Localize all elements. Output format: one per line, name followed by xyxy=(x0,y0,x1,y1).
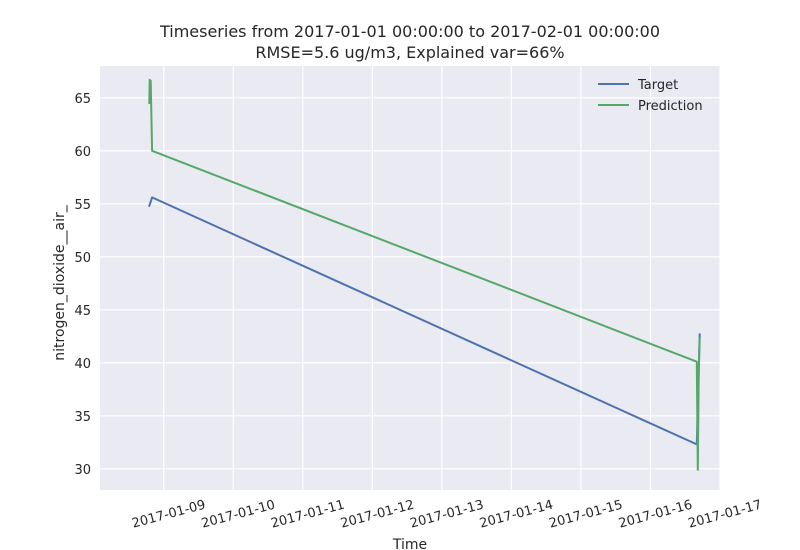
legend-label-target: Target xyxy=(637,78,678,93)
x-tick-label: 2017-01-09 xyxy=(130,498,207,532)
x-tick-label: 2017-01-12 xyxy=(339,498,416,532)
legend-label-prediction: Prediction xyxy=(638,99,703,114)
y-tick-label: 40 xyxy=(74,357,91,372)
x-tick-label: 2017-01-10 xyxy=(200,498,277,532)
x-tick-label: 2017-01-13 xyxy=(409,498,486,532)
y-tick-label: 60 xyxy=(74,145,91,160)
y-tick-label: 50 xyxy=(74,251,91,266)
series-line-prediction xyxy=(148,78,701,471)
chart-subtitle: RMSE=5.6 ug/m3, Explained var=66% xyxy=(255,43,564,62)
grid xyxy=(100,66,721,490)
y-tick-label: 55 xyxy=(74,198,91,213)
series-lines xyxy=(148,78,701,471)
x-axis-label: Time xyxy=(392,537,427,550)
x-tick-label: 2017-01-17 xyxy=(687,498,764,532)
y-tick-label: 65 xyxy=(74,92,91,107)
x-tick-label: 2017-01-16 xyxy=(617,498,694,532)
legend: Target Prediction xyxy=(598,78,703,114)
y-tick-label: 30 xyxy=(74,463,91,478)
x-tick-label: 2017-01-14 xyxy=(478,498,555,532)
y-tick-label: 45 xyxy=(74,304,91,319)
y-axis-label: nitrogen_dioxide__air_ xyxy=(52,204,68,360)
plot-area xyxy=(100,66,720,490)
y-tick-label: 35 xyxy=(74,410,91,425)
chart-title: Timeseries from 2017-01-01 00:00:00 to 2… xyxy=(159,22,660,41)
x-tick-label: 2017-01-15 xyxy=(548,498,625,532)
x-tick-label: 2017-01-11 xyxy=(269,498,346,532)
